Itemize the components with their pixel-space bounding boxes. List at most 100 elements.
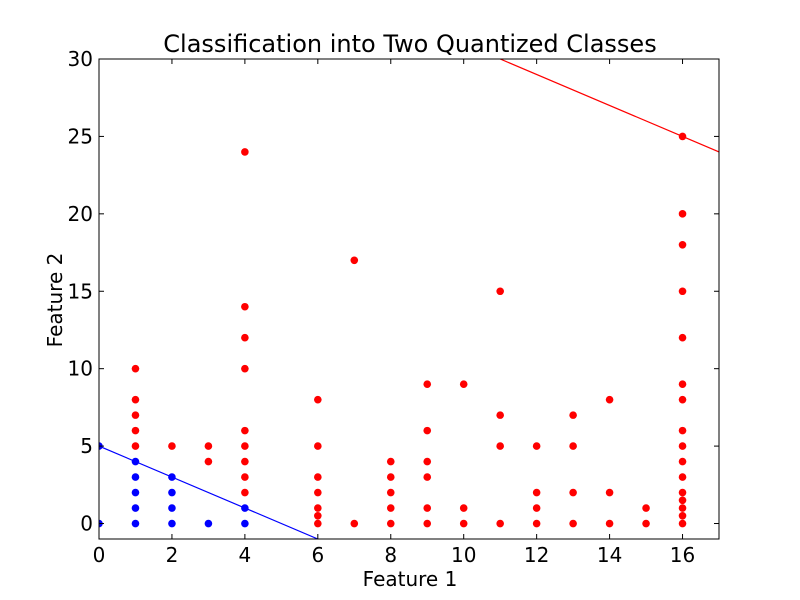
data-point-series-1 (569, 488, 577, 497)
x-tick-label: 14 (597, 543, 622, 567)
x-tick-label: 2 (166, 543, 179, 567)
data-point-series-1 (569, 519, 577, 528)
data-point-series-1 (241, 488, 249, 497)
data-point-series-1 (241, 333, 249, 342)
data-point-series-1 (423, 457, 432, 466)
x-tick-label: 16 (670, 543, 695, 567)
data-point-series-1 (678, 519, 687, 528)
data-point-series-1 (496, 442, 504, 450)
data-point-series-1 (423, 504, 432, 512)
data-point-series-1 (241, 473, 249, 481)
y-tick-label: 25 (68, 124, 93, 148)
data-point-series-1 (241, 457, 249, 466)
data-point-series-1 (241, 364, 249, 373)
data-point-series-1 (350, 256, 359, 265)
data-point-series-1 (678, 426, 687, 435)
data-point-series-1 (532, 519, 541, 528)
data-point-series-1 (314, 504, 322, 512)
data-point-series-0 (241, 504, 249, 512)
data-point-series-1 (386, 504, 395, 512)
data-point-series-1 (496, 411, 504, 419)
data-point-series-1 (678, 457, 687, 466)
data-point-series-1 (678, 241, 687, 249)
y-tick-label: 5 (80, 434, 93, 458)
data-point-series-1 (569, 411, 577, 419)
data-point-series-1 (131, 395, 140, 404)
data-point-series-1 (532, 442, 541, 450)
data-point-series-1 (386, 457, 395, 466)
data-point-series-1 (131, 364, 140, 373)
data-point-series-1 (496, 287, 504, 296)
data-point-series-1 (605, 519, 614, 528)
decision-line-1 (499, 59, 719, 153)
plot-frame (98, 58, 720, 540)
data-point-series-1 (678, 488, 687, 497)
data-point-series-1 (423, 473, 432, 481)
x-tick-label: 12 (524, 543, 549, 567)
data-point-series-1 (423, 426, 432, 435)
data-point-series-1 (204, 457, 213, 466)
data-point-series-1 (386, 473, 395, 481)
data-point-series-1 (314, 519, 322, 528)
data-point-series-0 (131, 488, 140, 497)
data-point-series-1 (678, 442, 687, 450)
data-point-series-0 (168, 488, 176, 497)
y-tick-label: 20 (68, 202, 93, 226)
data-point-series-1 (168, 442, 176, 450)
data-point-series-1 (386, 488, 395, 497)
x-tick-label: 6 (311, 543, 324, 567)
data-point-series-0 (168, 519, 176, 528)
data-point-series-1 (241, 148, 249, 156)
data-point-series-1 (678, 504, 687, 512)
data-point-series-0 (168, 473, 176, 481)
x-tick-label: 4 (239, 543, 252, 567)
data-point-series-1 (314, 395, 322, 404)
data-point-series-1 (678, 496, 687, 505)
data-point-series-1 (350, 519, 359, 528)
y-tick-label: 0 (80, 512, 93, 536)
data-point-series-1 (204, 442, 213, 450)
y-tick-label: 15 (68, 279, 93, 303)
data-point-series-1 (496, 519, 504, 528)
data-point-series-0 (131, 519, 140, 528)
data-point-series-1 (131, 442, 140, 450)
x-tick-label: 10 (451, 543, 476, 567)
data-point-series-1 (605, 395, 614, 404)
data-point-series-0 (131, 473, 140, 481)
data-point-series-1 (569, 442, 577, 450)
data-point-series-1 (678, 511, 687, 520)
data-point-series-1 (241, 426, 249, 435)
data-point-series-1 (605, 488, 614, 497)
data-point-series-1 (459, 504, 468, 512)
data-point-series-1 (459, 519, 468, 528)
data-point-series-0 (131, 457, 140, 466)
data-point-series-0 (241, 519, 249, 528)
data-point-series-1 (678, 287, 687, 296)
data-point-series-1 (314, 442, 322, 450)
data-point-series-1 (532, 488, 541, 497)
data-point-series-1 (241, 302, 249, 311)
data-point-series-1 (642, 504, 650, 512)
data-point-series-1 (423, 519, 432, 528)
data-point-series-1 (678, 473, 687, 481)
data-point-series-1 (314, 488, 322, 497)
chart-title: Classification into Two Quantized Classe… (163, 30, 656, 58)
y-tick-label: 30 (68, 47, 93, 71)
data-point-series-1 (678, 132, 687, 141)
data-point-series-1 (314, 511, 322, 520)
data-point-series-1 (314, 473, 322, 481)
data-point-series-0 (131, 504, 140, 512)
data-point-series-0 (204, 519, 213, 528)
plot-area (99, 59, 719, 539)
data-point-series-1 (678, 210, 687, 218)
y-tick-label: 10 (68, 357, 93, 381)
data-point-series-1 (131, 426, 140, 435)
data-point-series-1 (459, 380, 468, 388)
data-point-series-1 (241, 442, 249, 450)
y-axis-label: Feature 2 (43, 253, 67, 348)
data-point-series-1 (131, 411, 140, 419)
plot-clip-group (99, 59, 719, 539)
data-point-series-1 (678, 395, 687, 404)
data-point-series-1 (642, 519, 650, 528)
